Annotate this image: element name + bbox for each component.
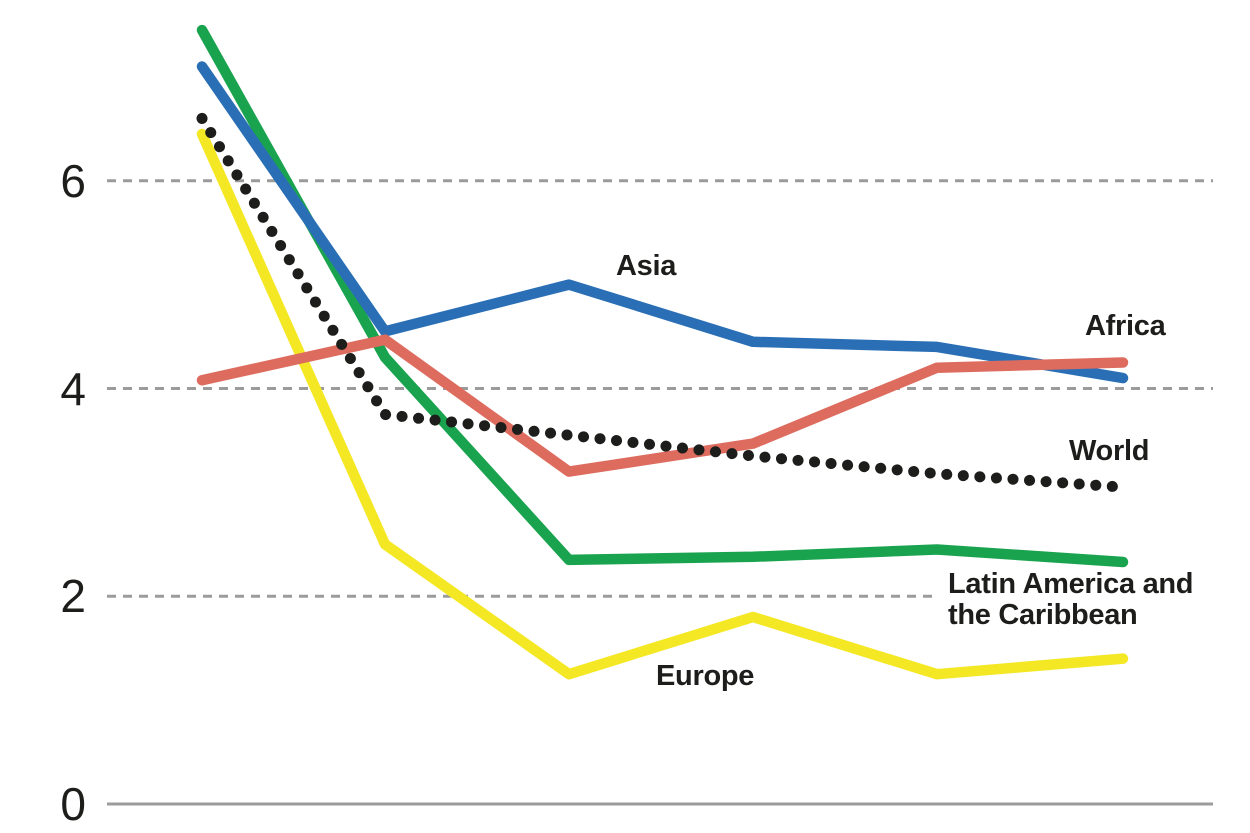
series-label-asia: Asia [616, 250, 677, 282]
series-label-europe: Europe [656, 660, 755, 692]
series-label-world: World [1069, 435, 1150, 467]
series-line-europe [196, 128, 1129, 680]
y-tick-label-4: 4 [60, 363, 86, 415]
series-line-asia [196, 61, 1129, 384]
y-tick-label-6: 6 [60, 155, 86, 207]
series-line-africa [196, 334, 1129, 477]
y-tick-label-0: 0 [60, 778, 86, 830]
series-label-latin-america-and-the-caribbean: Latin America and the Caribbean [948, 568, 1194, 631]
series-line-latin-america-and-the-caribbean [196, 24, 1129, 568]
series-label-africa: Africa [1085, 310, 1166, 342]
y-tick-label-2: 2 [60, 570, 86, 622]
series-line-world [196, 112, 1129, 493]
